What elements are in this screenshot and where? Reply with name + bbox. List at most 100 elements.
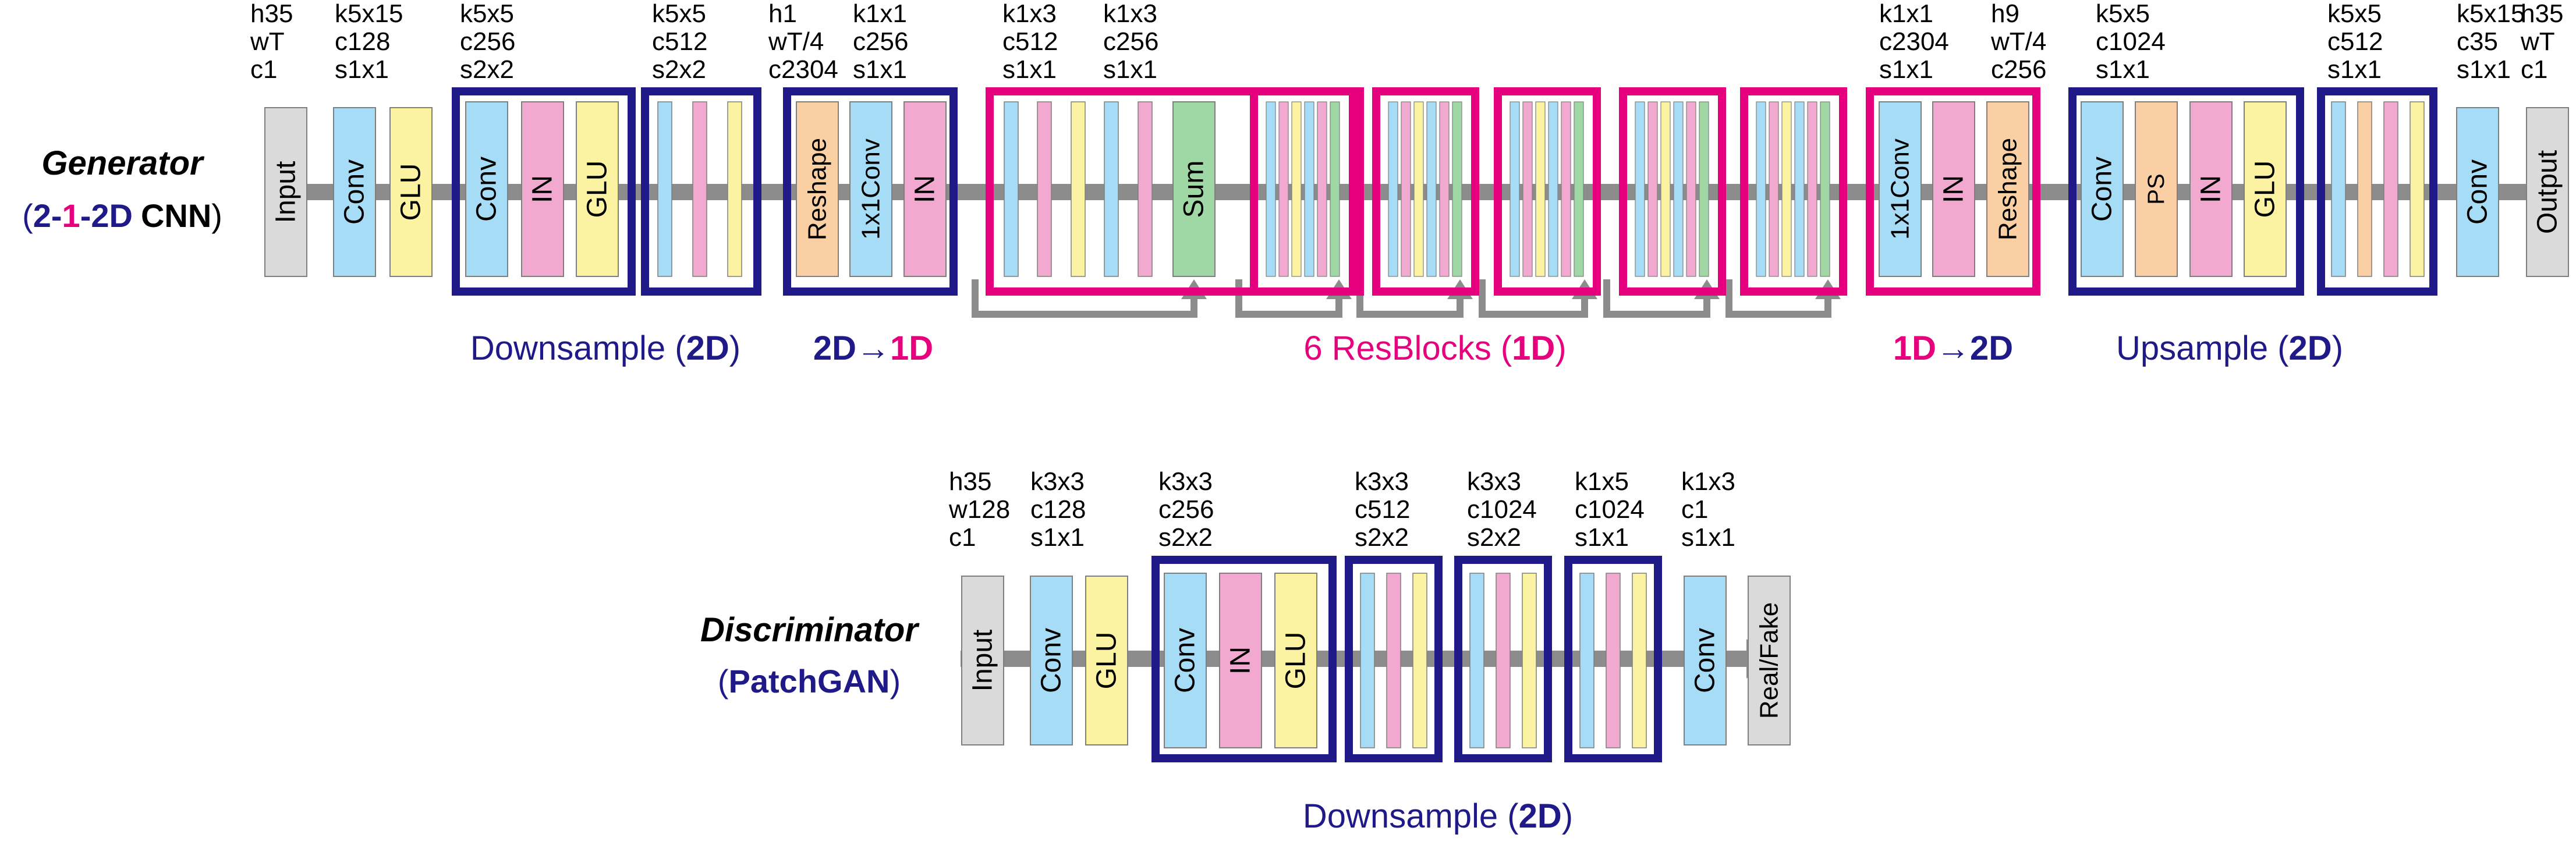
gen-reshape-block-2: Reshape (1986, 101, 2029, 277)
param-line: s1x1 (853, 55, 907, 84)
gen-up1-glu: GLU (2244, 101, 2287, 277)
param-line: k1x3 (1681, 467, 1735, 496)
res-strip (1278, 101, 1289, 277)
gen-glu-block: GLU (389, 107, 433, 277)
gen-1d-to-2d-frame (1866, 87, 2040, 296)
res-strip (1291, 101, 1302, 277)
res-strip (1304, 101, 1314, 277)
flow-line (961, 651, 1746, 667)
param-line: c512 (1002, 27, 1058, 56)
disc-final-conv-block-label: Conv (1690, 628, 1721, 693)
param-line: k5x15 (2457, 0, 2525, 28)
gen-up2-strip (2410, 101, 2425, 277)
param-line: s2x2 (652, 55, 706, 84)
generator-title: Generator (41, 144, 205, 182)
param-line: k1x1 (1879, 0, 1933, 28)
group-label-disc-downsample-2d: Downsample (2D) (1303, 797, 1573, 835)
disc-downsample-frame-2 (1345, 556, 1443, 762)
gen-1d2d-in-block-label: IN (1939, 175, 1969, 203)
res-strip (1574, 101, 1584, 277)
param-line: c128 (1030, 495, 1086, 524)
disc-real-fake-block-label: Real/Fake (1755, 602, 1784, 719)
param-line: k1x5 (1575, 467, 1629, 496)
gen-2d-to-1d-frame (783, 87, 958, 296)
param-line: s1x1 (1002, 55, 1057, 84)
param-line: c256 (1158, 495, 1214, 524)
res-strip (1673, 101, 1684, 277)
res-strip (1452, 101, 1462, 277)
gen-input-block-label: Input (271, 161, 302, 223)
param-line: s2x2 (1158, 523, 1213, 552)
discriminator-subtitle: (PatchGAN) (718, 663, 901, 700)
group-label-downsample-2d: Downsample (2D) (470, 329, 740, 367)
param-line: c1024 (2096, 27, 2166, 56)
param-line: k3x3 (1355, 467, 1409, 496)
param-line: c1 (250, 55, 277, 84)
group-label-1d-to-2d: 1D→2D (1893, 329, 2013, 367)
param-line: k1x1 (853, 0, 907, 28)
gen-reshape-block-2-label: Reshape (1994, 138, 2022, 240)
disc-strip (1386, 573, 1401, 748)
res-strip (1413, 101, 1424, 277)
skip-connection (1235, 279, 1342, 318)
disc-down1-glu: GLU (1274, 573, 1317, 748)
gen-down1-in: IN (521, 101, 564, 277)
gen-down2-glu-strip (727, 101, 742, 277)
param-line: wT/4 (768, 27, 824, 56)
gen-1x1conv-block: 1x1Conv (849, 101, 892, 277)
param-line: s1x1 (1103, 55, 1157, 84)
res-strip (1686, 101, 1696, 277)
res-strip (1660, 101, 1671, 277)
res-strip (1426, 101, 1437, 277)
generator-subtitle: (2-1-2D CNN) (22, 197, 222, 234)
gen-1x1conv-block-label: 1x1Conv (857, 139, 885, 240)
param-line: k5x5 (652, 0, 706, 28)
disc-strip (1606, 573, 1621, 748)
gen-1d2d-in-block: IN (1932, 101, 1975, 277)
param-line: k1x3 (1002, 0, 1057, 28)
param-line: h1 (768, 0, 797, 28)
gen-conv-block-label: Conv (339, 159, 370, 225)
param-line: k5x5 (460, 0, 514, 28)
gen-resblock-6-frame (1740, 87, 1847, 296)
gen-up2-strip (2331, 101, 2346, 277)
disc-strip (1496, 573, 1511, 748)
gen-down1-glu: GLU (576, 101, 619, 277)
param-line: c128 (335, 27, 390, 56)
param-line: k1x3 (1103, 0, 1157, 28)
param-line: s1x1 (335, 55, 389, 84)
disc-down1-conv: Conv (1164, 573, 1207, 748)
gen-up1-in-label: IN (2196, 175, 2227, 203)
disc-strip (1412, 573, 1427, 748)
res-strip (1522, 101, 1533, 277)
disc-downsample-frame-1 (1151, 556, 1337, 762)
gen-down1-glu-label: GLU (582, 161, 613, 218)
gen-down2-conv-strip (657, 101, 672, 277)
parameter-labels: h35wTc1k5x15c128s1x1k5x5c256s2x2k5x5c512… (250, 0, 2563, 552)
param-line: h35 (2521, 0, 2563, 28)
res1-strip (1004, 101, 1019, 277)
gen-resblock-3-frame (1372, 87, 1479, 296)
gen-down1-conv: Conv (465, 101, 508, 277)
res-strip (1388, 101, 1398, 277)
gen-resblock-5-frame (1619, 87, 1726, 296)
disc-downsample-frame-4 (1564, 556, 1662, 762)
param-line: s1x1 (1030, 523, 1085, 552)
param-line: c256 (1991, 55, 2046, 84)
res-strip (1548, 101, 1558, 277)
param-line: s1x1 (1879, 55, 1933, 84)
param-line: s1x1 (1681, 523, 1735, 552)
res-strip (1330, 101, 1340, 277)
